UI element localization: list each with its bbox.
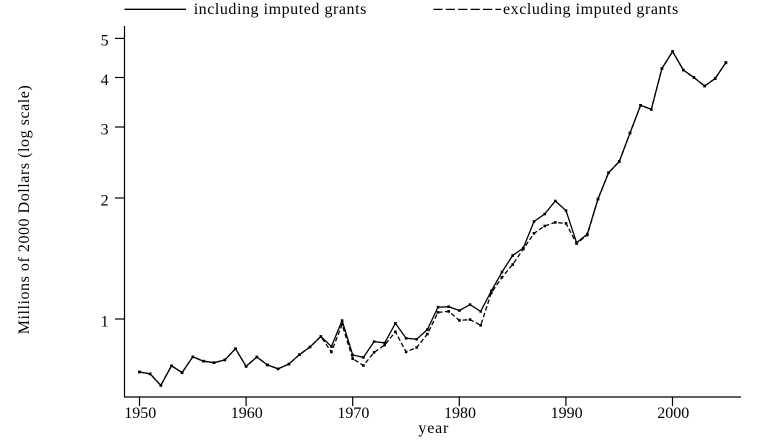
svg-text:2000: 2000 (657, 405, 689, 422)
svg-text:excluding imputed grants: excluding imputed grants (503, 1, 679, 18)
svg-text:Millions of 2000 Dollars (log: Millions of 2000 Dollars (log scale) (16, 85, 33, 335)
svg-text:1970: 1970 (337, 405, 369, 422)
svg-text:5: 5 (101, 33, 109, 50)
svg-text:1950: 1950 (124, 405, 156, 422)
svg-text:2: 2 (101, 192, 109, 209)
svg-text:3: 3 (101, 121, 109, 138)
svg-text:1960: 1960 (231, 405, 263, 422)
svg-text:year: year (418, 420, 449, 437)
svg-text:1980: 1980 (444, 405, 476, 422)
svg-text:including imputed grants: including imputed grants (194, 1, 367, 18)
svg-text:1990: 1990 (551, 405, 583, 422)
svg-text:1: 1 (101, 313, 109, 330)
svg-text:4: 4 (101, 72, 109, 89)
